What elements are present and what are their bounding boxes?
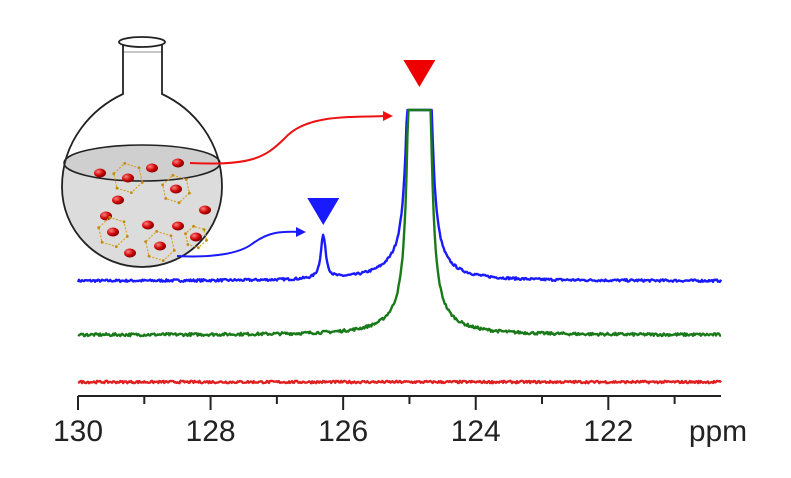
free-xenon [146, 163, 158, 173]
particles [94, 158, 211, 262]
x-tick-label: 126 [318, 415, 368, 448]
free-xenon [100, 211, 112, 221]
spectrum-series-2 [77, 108, 722, 338]
peak-marker-triangle-1 [403, 60, 436, 87]
caged-xenon [190, 232, 202, 242]
peak-marker-triangle-2 [307, 198, 340, 225]
free-xenon [199, 205, 211, 215]
molecular-cage [97, 216, 129, 249]
x-axis: 130 128 126 124 122 ppm [53, 395, 747, 448]
arrow-red-head [383, 111, 393, 121]
x-tick-label: 124 [451, 415, 501, 448]
free-xenon [172, 158, 184, 168]
flask-mouth [118, 36, 166, 48]
molecular-cage [161, 173, 191, 205]
caged-xenon [122, 173, 134, 183]
arrow-red [189, 115, 391, 165]
free-xenon [172, 221, 184, 231]
caged-xenon [154, 241, 166, 251]
flask-illustration [61, 36, 393, 268]
free-xenon [112, 195, 124, 205]
free-xenon [94, 168, 106, 178]
molecular-cage [144, 230, 176, 262]
x-tick-label: 122 [583, 415, 633, 448]
x-tick-label: 130 [53, 415, 103, 448]
free-xenon [142, 220, 154, 230]
x-tick-label: 128 [186, 415, 236, 448]
free-xenon [124, 248, 136, 258]
spectrum-series-3 [77, 379, 722, 385]
caged-xenon [107, 227, 119, 237]
molecular-cage [112, 162, 144, 195]
spectra-series [76, 108, 723, 385]
molecular-cage [184, 224, 208, 250]
flask-outline [61, 45, 223, 268]
spectrum-series-1 [76, 108, 723, 284]
arrow-blue-head [296, 227, 306, 237]
peak-markers [307, 60, 436, 225]
x-axis-label: ppm [689, 415, 747, 448]
caged-xenon [170, 184, 182, 194]
x-axis-ticks: 130 128 126 124 122 [53, 396, 676, 448]
arrow-blue [176, 230, 303, 258]
